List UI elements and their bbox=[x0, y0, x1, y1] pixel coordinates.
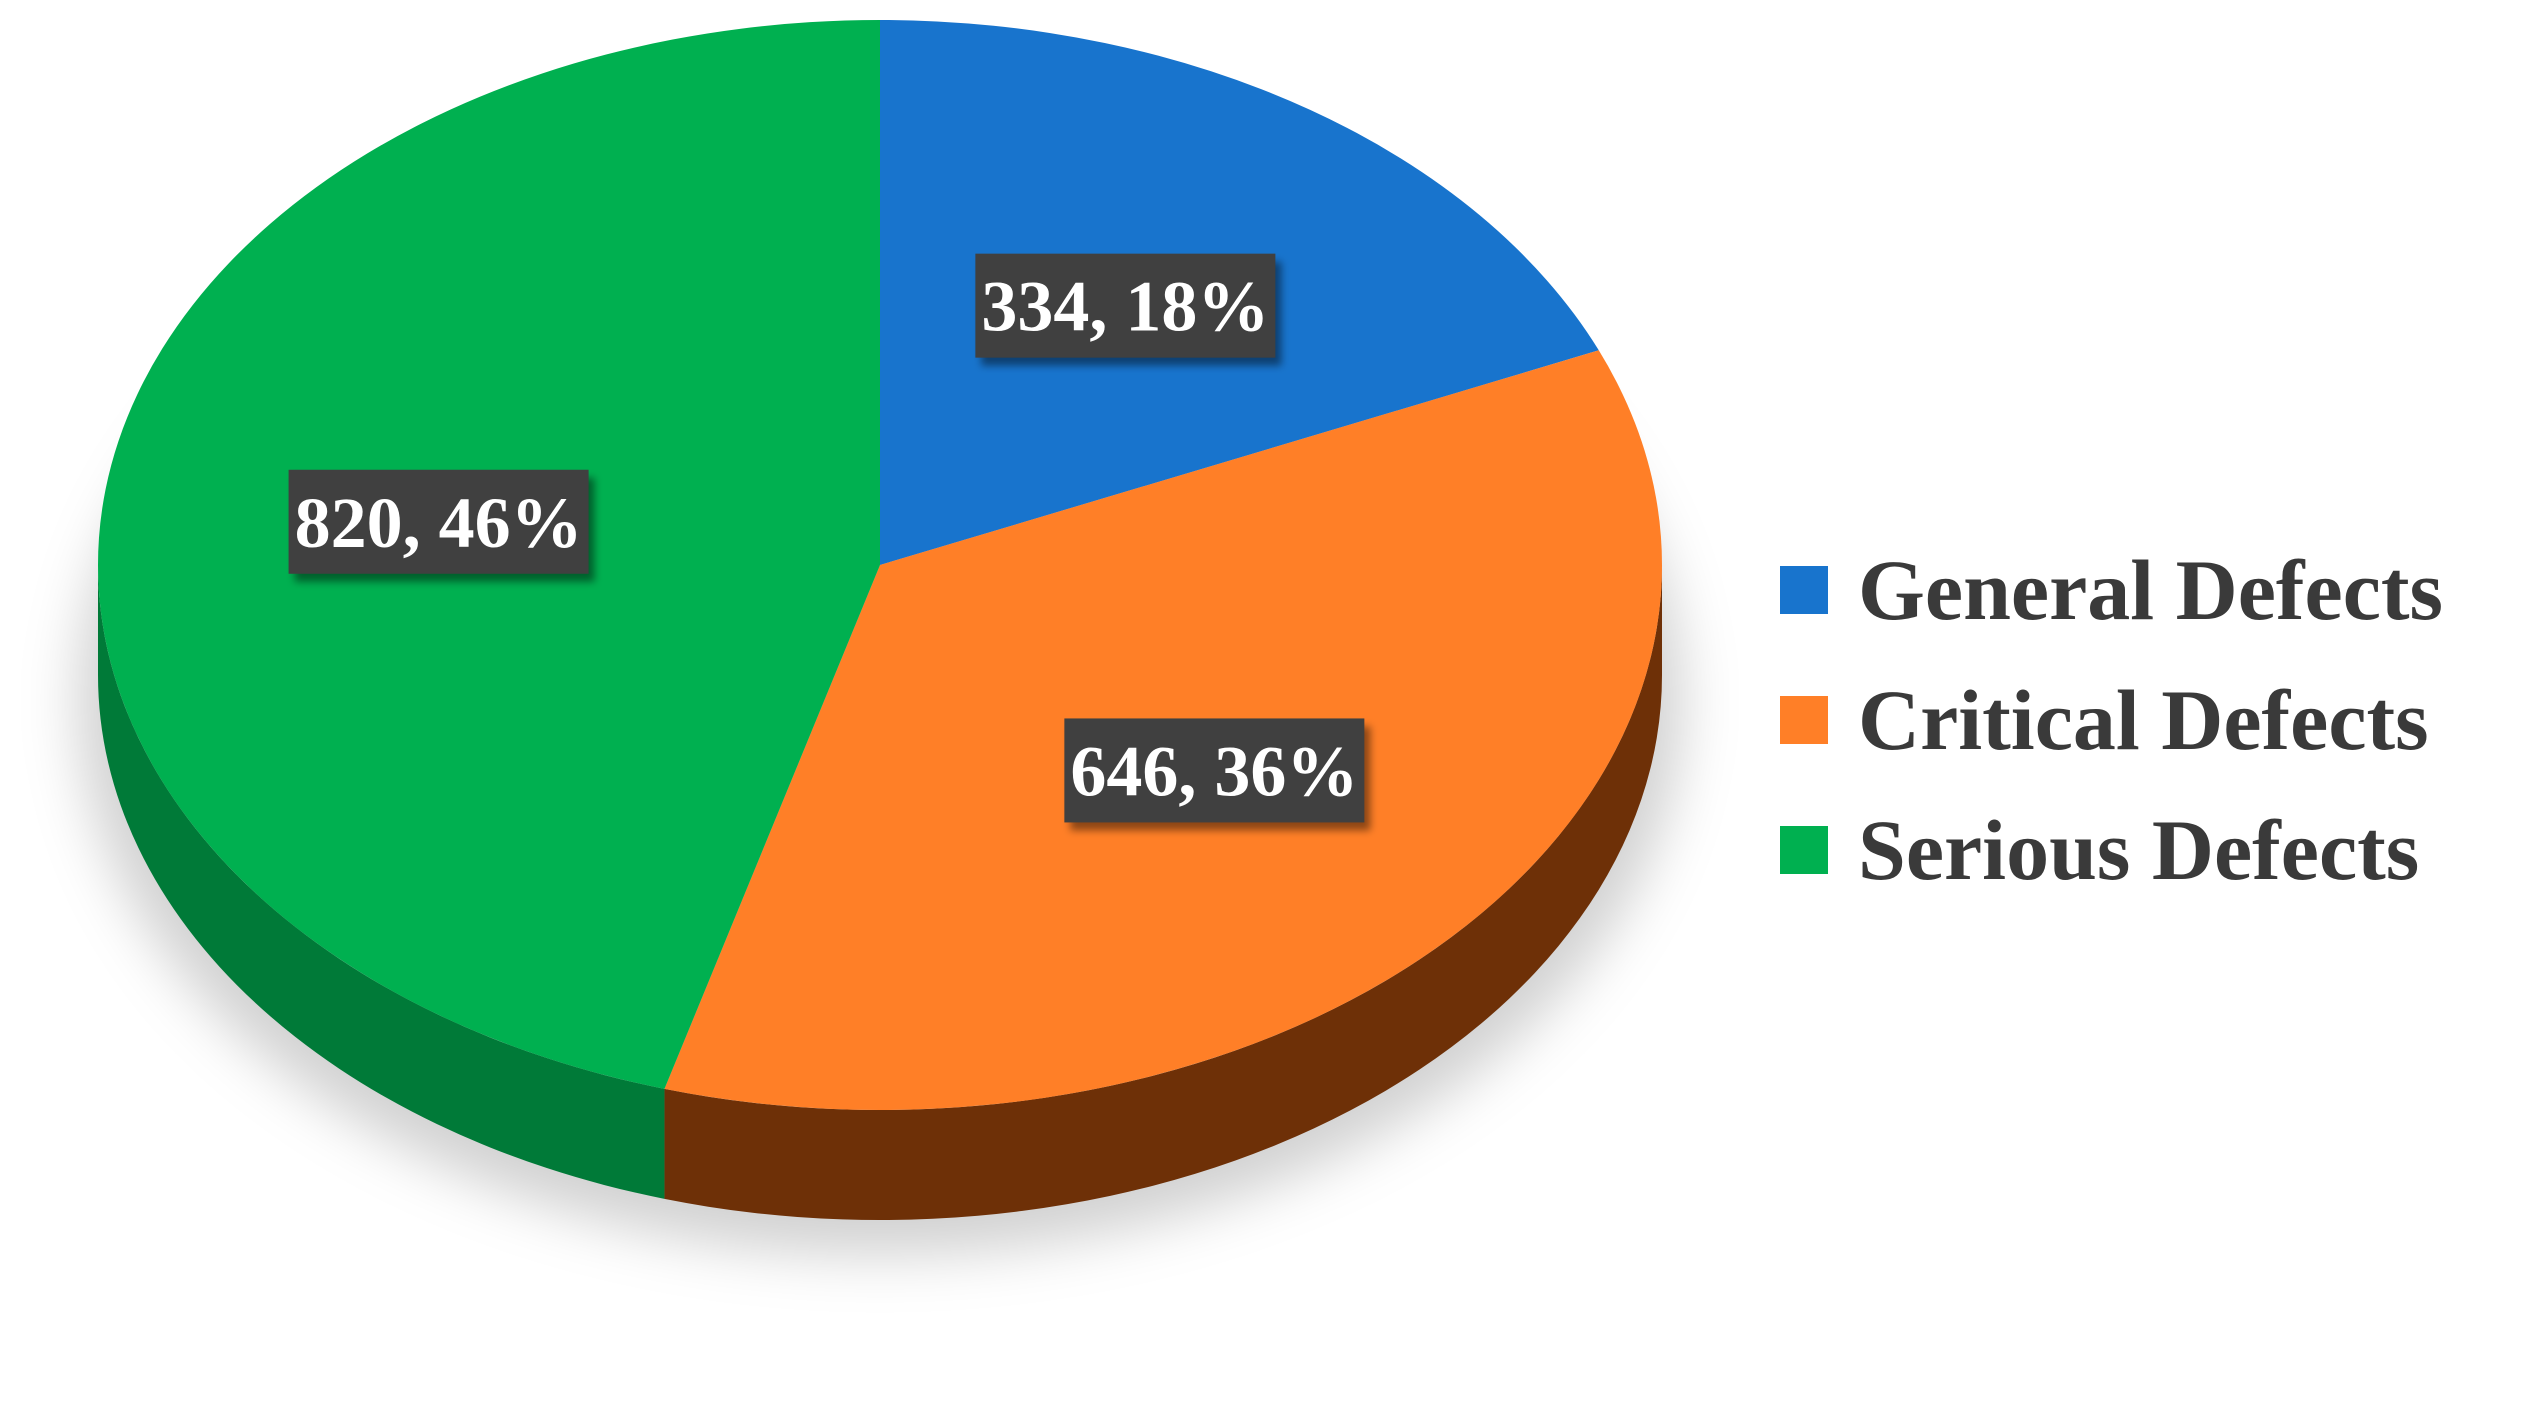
pie-side-critical-defects bbox=[664, 565, 1662, 1220]
legend-item-serious-defects: Serious Defects bbox=[1780, 785, 2443, 915]
data-label-box bbox=[288, 469, 589, 574]
legend-label-serious-defects: Serious Defects bbox=[1858, 802, 2420, 898]
pie-sides bbox=[98, 565, 1662, 1220]
data-label-box bbox=[975, 253, 1276, 358]
data-label-text: 646, 36% bbox=[1070, 731, 1358, 811]
data-label-serious-defects: 820, 46% bbox=[288, 469, 595, 582]
data-label-box bbox=[1064, 718, 1365, 823]
legend-item-general-defects: General Defects bbox=[1780, 525, 2443, 655]
legend-swatch-general-defects bbox=[1780, 566, 1828, 614]
pie-side-serious-defects bbox=[98, 565, 665, 1199]
legend-item-critical-defects: Critical Defects bbox=[1780, 655, 2443, 785]
legend-label-general-defects: General Defects bbox=[1858, 542, 2443, 638]
data-label-text: 820, 46% bbox=[295, 483, 583, 563]
pie-data-labels: 334, 18% 646, 36% 820, 46% bbox=[288, 253, 1371, 831]
legend: General Defects Critical Defects Serious… bbox=[1780, 525, 2443, 915]
data-label-general-defects: 334, 18% bbox=[975, 253, 1282, 366]
data-label-text: 334, 18% bbox=[981, 267, 1269, 347]
legend-label-critical-defects: Critical Defects bbox=[1858, 672, 2429, 768]
legend-swatch-critical-defects bbox=[1780, 696, 1828, 744]
legend-swatch-serious-defects bbox=[1780, 826, 1828, 874]
data-label-critical-defects: 646, 36% bbox=[1064, 718, 1371, 831]
